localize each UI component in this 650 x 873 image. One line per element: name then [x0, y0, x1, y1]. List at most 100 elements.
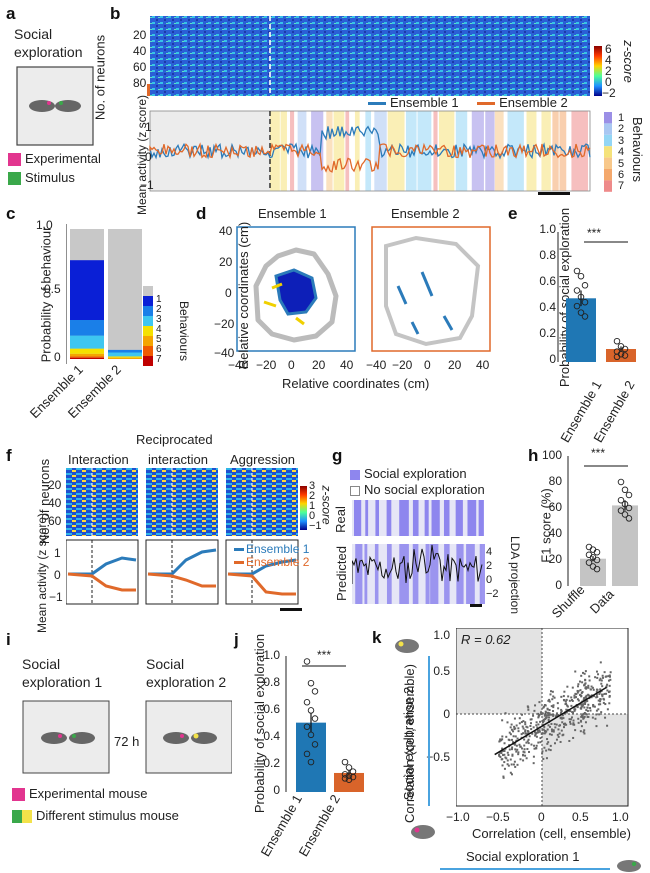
- regression-line: [494, 686, 607, 756]
- social-epoch: [455, 500, 463, 536]
- data-point: [303, 723, 311, 730]
- scatter-point: [584, 670, 587, 673]
- scatter-point: [522, 732, 525, 735]
- panel-a-letter: a: [6, 4, 16, 23]
- stacked-bar-segment: [70, 348, 104, 354]
- panel-i-legend-2-label: Different stimulus mouse: [36, 808, 179, 823]
- scatter-point: [515, 724, 518, 727]
- scatter-point: [568, 710, 571, 713]
- scatter-point: [548, 698, 551, 701]
- panel-a-title-2: exploration: [14, 44, 83, 60]
- cbar-tick: 0: [309, 510, 316, 522]
- scatter-point: [511, 746, 514, 749]
- scatter-point: [520, 721, 523, 724]
- scatter-point: [599, 661, 602, 664]
- scatter-point: [524, 723, 527, 726]
- panel-j-ytick: 0.2: [263, 756, 280, 770]
- predicted-epoch: [444, 544, 450, 604]
- panel-j-chart: [285, 656, 364, 792]
- scatter-point: [523, 751, 526, 754]
- panel-k-xlabel2: Social exploration 1: [466, 849, 580, 864]
- panel-d-xtick: 0: [288, 358, 295, 372]
- panel-e-ytick: 1.0: [539, 222, 556, 236]
- behaviour-swatch: [604, 112, 612, 124]
- panel-b-letter: b: [110, 4, 121, 23]
- scatter-point: [549, 749, 552, 752]
- panel-j-ytick: 1.0: [263, 648, 280, 662]
- scatter-point: [522, 754, 525, 757]
- panel-i-label1-a: Social: [22, 656, 61, 672]
- panel-k-ylabel2: Social exploration 2: [401, 686, 417, 801]
- stacked-bar-segment: [108, 356, 142, 358]
- panel-j-ytick: 0.6: [263, 702, 280, 716]
- scatter-point: [537, 741, 540, 744]
- data-point: [577, 309, 585, 316]
- scatter-point: [541, 712, 544, 715]
- panel-j-letter: j: [234, 630, 239, 649]
- scatter-point: [558, 732, 561, 735]
- data-point: [307, 679, 315, 687]
- scatter-point: [508, 739, 511, 742]
- scatter-point: [551, 698, 554, 701]
- data-point: [341, 758, 349, 766]
- behaviour-swatch: [604, 146, 612, 158]
- ensemble2-swatch: [477, 102, 496, 106]
- scatter-point: [578, 680, 581, 683]
- data-point: [311, 688, 319, 695]
- scatter-point: [603, 692, 606, 695]
- predicted-epoch: [456, 544, 464, 604]
- scatter-point: [535, 744, 538, 747]
- stacked-bar-segment: [70, 357, 104, 359]
- scatter-point: [562, 695, 565, 698]
- scatter-point: [498, 753, 501, 756]
- panel-a-arena-illustration: [16, 66, 94, 146]
- behaviour-band: [494, 111, 504, 191]
- scatter-point: [591, 716, 594, 719]
- scatter-point: [500, 750, 503, 753]
- scatter-point: [599, 698, 602, 701]
- panel-j-sig: ***: [317, 648, 332, 662]
- scatter-point: [503, 749, 506, 752]
- scatter-point: [541, 732, 544, 735]
- legend-stimulus: Stimulus: [8, 170, 101, 186]
- panel-k-letter: k: [372, 628, 382, 647]
- scatter-point: [539, 720, 542, 723]
- scatter-point: [569, 721, 572, 724]
- scatter-point: [507, 753, 510, 756]
- scatter-point: [584, 682, 587, 685]
- panel-d-ytick: −40: [214, 346, 235, 360]
- social-epoch: [424, 500, 429, 536]
- scatter-point: [525, 741, 528, 744]
- data-point: [625, 491, 633, 499]
- scatter-point: [606, 683, 609, 686]
- scatter-point: [580, 707, 583, 710]
- panel-c-behaviour-label: Behaviours: [177, 300, 192, 362]
- scatter-point: [551, 730, 554, 733]
- scatter-point: [564, 703, 567, 706]
- scatter-point: [597, 708, 600, 711]
- scatter-point: [561, 714, 564, 717]
- scatter-point: [526, 740, 529, 743]
- scatter-point: [512, 741, 515, 744]
- panel-g-right-label: LDA projection: [508, 535, 523, 615]
- scatter-point: [576, 685, 579, 688]
- lda-tick: 0: [486, 574, 493, 586]
- scatter-point: [583, 732, 586, 735]
- scatter-point: [545, 714, 548, 717]
- behaviour-band: [433, 111, 438, 191]
- scatter-point: [513, 760, 516, 763]
- panel-g-legend-2-label: No social exploration: [364, 482, 485, 497]
- bar: [606, 349, 636, 362]
- scatter-point: [519, 758, 522, 761]
- data-point: [625, 504, 633, 512]
- scatter-point: [537, 723, 540, 726]
- scatter-point: [543, 725, 546, 728]
- panel-k-r: R = 0.62: [461, 632, 511, 647]
- panel-j-ytick: 0: [273, 783, 280, 797]
- scatter-point: [548, 716, 551, 719]
- scatter-point: [560, 710, 563, 713]
- scatter-point: [557, 735, 560, 738]
- panel-f-htick: 40: [48, 496, 62, 510]
- cbar-tick: 3: [309, 480, 316, 492]
- scatter-point: [572, 719, 575, 722]
